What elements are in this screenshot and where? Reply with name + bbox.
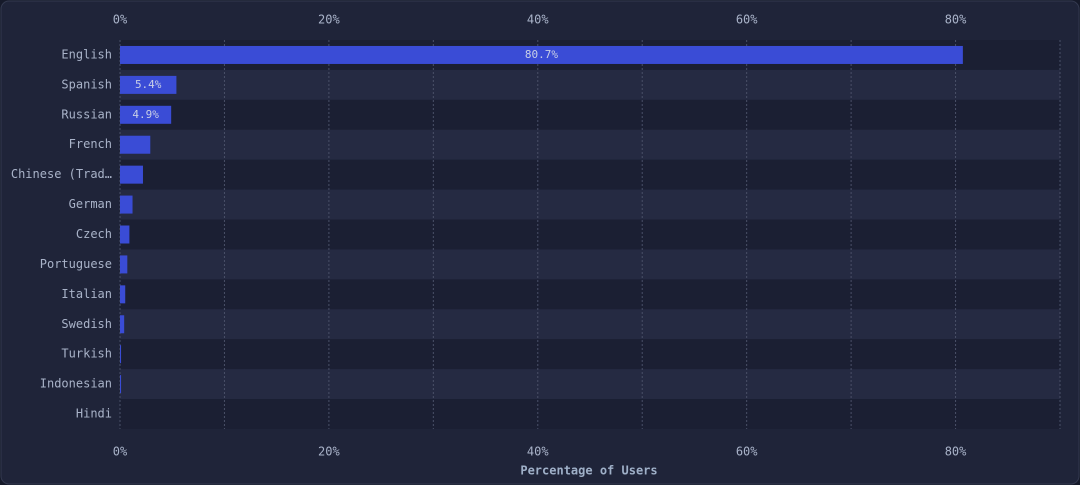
y-tick-label: Indonesian [40,377,112,391]
y-tick-label: Turkish [61,347,112,361]
x-tick-label: 20% [318,445,340,459]
bar [120,375,122,394]
x-axis-title: Percentage of Users [520,464,657,478]
row-band [120,339,1060,370]
y-tick-label: Czech [76,227,112,241]
bar [120,45,963,64]
bar [120,285,126,304]
bar [120,315,125,334]
row-band [120,159,1060,190]
x-tick-label: 40% [527,13,549,27]
y-tick-label: Spanish [61,77,112,91]
y-tick-label: Swedish [61,317,112,331]
row-band [120,129,1060,160]
x-tick-label: 40% [527,445,549,459]
x-tick-label: 0% [113,13,128,27]
row-band [120,69,1060,100]
x-tick-label: 0% [113,445,128,459]
y-tick-label: French [69,137,112,151]
row-band [120,309,1060,340]
y-tick-label: Portuguese [40,257,112,271]
value-label: 4.9% [132,108,159,121]
y-tick-label: Russian [61,107,112,121]
y-tick-label: Italian [61,287,112,301]
y-tick-label: German [69,197,112,211]
y-tick-label: English [61,47,112,61]
row-band [120,399,1060,429]
bar [120,345,122,364]
x-tick-label: 60% [736,13,758,27]
x-tick-label: 60% [736,445,758,459]
bar [120,255,128,274]
y-tick-label: Hindi [76,407,112,421]
value-label: 80.7% [525,48,558,61]
row-band [120,189,1060,220]
row-band [120,219,1060,250]
x-tick-label: 80% [945,445,967,459]
row-band [120,99,1060,130]
bar [120,135,151,154]
bar [120,225,130,244]
row-band [120,249,1060,280]
bar [120,105,172,124]
bar [120,195,133,214]
row-band [120,279,1060,310]
bar [120,165,143,184]
x-tick-label: 20% [318,13,340,27]
bar [120,75,177,94]
x-tick-label: 80% [945,13,967,27]
row-band [120,369,1060,400]
y-tick-label: Chinese (Trad… [11,167,112,181]
value-label: 5.4% [135,78,162,91]
